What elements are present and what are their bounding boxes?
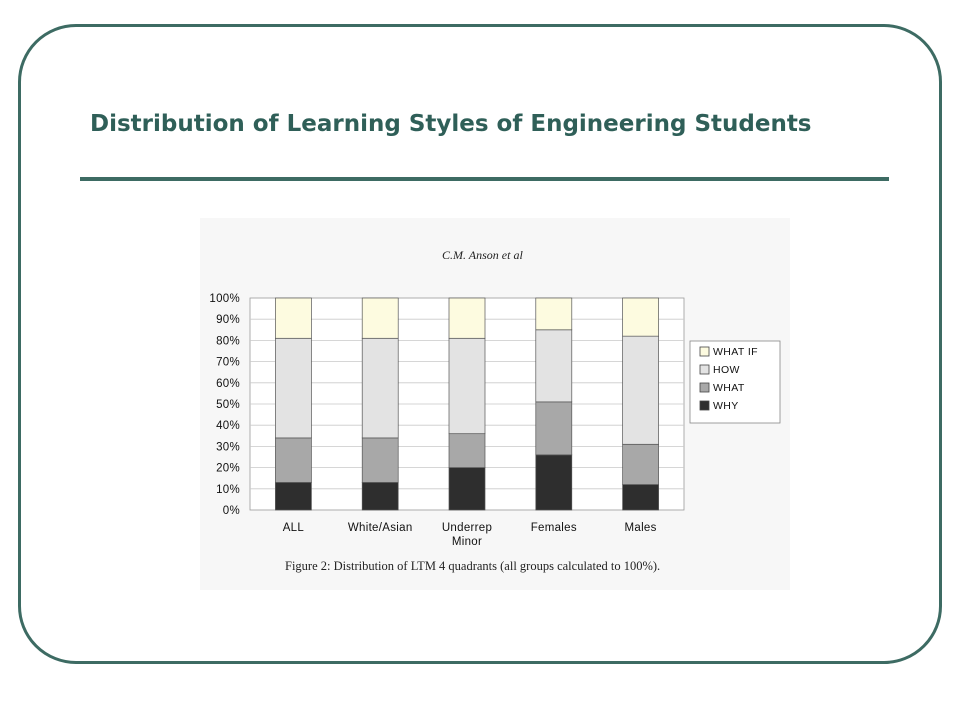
legend-swatch: [699, 364, 710, 375]
bar-what-0: [275, 437, 312, 483]
bar-what-4: [622, 443, 659, 485]
legend-swatch: [699, 346, 710, 357]
legend: WHAT IF HOW WHAT WHY: [699, 346, 758, 412]
y-tick-label: 20%: [216, 463, 240, 475]
bar-why-4: [622, 484, 659, 511]
y-axis-ticks: 0% 10% 20% 30% 40% 50% 60% 70% 80% 90% 100%: [209, 293, 240, 517]
bar-what-2: [448, 433, 486, 468]
legend-label: WHAT IF: [713, 346, 758, 358]
x-tick-label: Males: [625, 522, 657, 534]
bar-why-3: [535, 454, 573, 511]
x-tick-label: White/Asian: [348, 522, 413, 534]
bar-why-1: [361, 482, 399, 511]
bar-what-if-2: [448, 297, 486, 339]
bar-how-4: [622, 335, 659, 445]
slide-title: Distribution of Learning Styles of Engin…: [90, 111, 812, 137]
x-tick-label: Females: [531, 522, 577, 534]
bar-why-0: [275, 482, 312, 511]
y-tick-label: 90%: [216, 314, 240, 326]
bar-what-if-0: [275, 297, 312, 339]
bar-what-if-1: [361, 297, 399, 339]
bar-what-if-3: [535, 297, 573, 331]
legend-label: WHY: [713, 400, 739, 412]
y-tick-label: 80%: [216, 335, 240, 347]
legend-swatch: [699, 382, 710, 393]
bar-what-3: [535, 401, 573, 456]
figure-caption: Figure 2: Distribution of LTM 4 quadrant…: [285, 559, 660, 573]
legend-swatch: [699, 400, 710, 411]
figure-author: C.M. Anson et al: [442, 248, 523, 262]
bars-group: [275, 297, 659, 511]
bar-how-0: [275, 337, 312, 439]
legend-label: HOW: [713, 364, 740, 376]
x-tick-label: Underrep Minor: [442, 522, 492, 548]
y-tick-label: 100%: [209, 293, 240, 305]
y-tick-label: 70%: [216, 357, 240, 369]
x-axis-ticks: ALL White/Asian Underrep Minor Females Males: [283, 522, 657, 548]
y-tick-label: 30%: [216, 441, 240, 453]
y-tick-label: 40%: [216, 420, 240, 432]
y-tick-label: 60%: [216, 378, 240, 390]
bar-what-if-4: [622, 297, 659, 337]
y-tick-label: 10%: [216, 484, 240, 496]
bar-how-3: [535, 329, 573, 403]
legend-label: WHAT: [713, 382, 745, 394]
bar-how-1: [361, 337, 399, 439]
y-tick-label: 0%: [223, 505, 240, 517]
x-tick-label: ALL: [283, 522, 305, 534]
bar-how-2: [448, 337, 486, 435]
title-underline: [80, 177, 889, 181]
y-tick-label: 50%: [216, 399, 240, 411]
bar-what-1: [361, 437, 399, 483]
bar-why-2: [448, 467, 486, 511]
